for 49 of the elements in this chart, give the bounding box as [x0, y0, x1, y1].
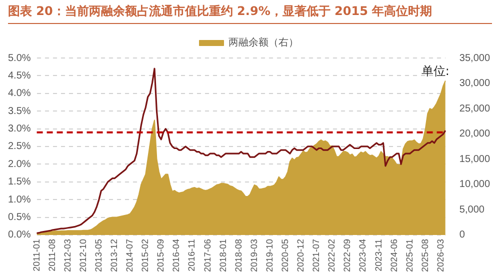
x-tick-label: 2019-03: [248, 238, 259, 272]
legend-label: 两融余额（右）: [228, 36, 298, 49]
x-tick-label: 2025-01: [404, 238, 414, 272]
y-tick-label: 4.0%: [8, 88, 31, 100]
y2-tick-label: 5,000: [459, 204, 485, 216]
y2-tick-label: 25,000: [459, 103, 490, 114]
y2-tick-label: 35,000: [459, 52, 490, 64]
x-tick-label: 2015-09: [156, 238, 166, 272]
x-tick-label: 2023-11: [373, 238, 384, 272]
y-tick-label: 1.5%: [8, 176, 31, 188]
y-tick-label: 3.0%: [8, 124, 31, 135]
x-tick-label: 2012-10: [78, 238, 88, 272]
x-tick-label: 2022-09: [342, 238, 352, 272]
x-tick-label: 2016-04: [171, 238, 182, 272]
x-tick-label: 2011-08: [46, 238, 57, 272]
y-tick-label: 2.0%: [8, 158, 31, 170]
x-tick-label: 2020-12: [296, 238, 306, 272]
y2-tick-label: 30,000: [459, 78, 490, 90]
y2-tick-label: 20,000: [459, 128, 490, 140]
x-tick-label: 2014-07: [124, 238, 135, 272]
x-tick-label: 2013-12: [109, 238, 120, 272]
x-tick-label: 2015-02: [140, 238, 150, 272]
x-tick-label: 2018-08: [233, 238, 244, 272]
chart-title: 图表 20：当前两融余额占流通市值比重约 2.9%，显著低于 2015 年高位时期: [8, 3, 492, 24]
y-tick-label: 4.5%: [8, 70, 31, 82]
x-tick-label: 2023-04: [358, 238, 368, 272]
y2-tick-label: 15,000: [459, 154, 490, 165]
x-tick-label: 2011-01: [31, 238, 42, 272]
x-tick-label: 2017-06: [202, 238, 212, 272]
x-tick-label: 2020-05: [280, 238, 290, 272]
x-tick-label: 2013-05: [93, 238, 104, 272]
y-tick-label: 2.5%: [8, 141, 31, 152]
y2-tick-label: 0: [459, 230, 466, 241]
annotation: 单位:: [421, 64, 450, 78]
y-tick-label: 1.0%: [8, 194, 31, 206]
x-tick-label: 2012-03: [62, 238, 72, 272]
x-tick-label: 2018-01: [218, 238, 228, 272]
x-tick-label: 2025-08: [420, 238, 430, 272]
x-tick-label: 2021-07: [311, 238, 322, 272]
y-tick-label: 5.0%: [8, 52, 31, 64]
x-tick-label: 2022-02: [326, 238, 337, 272]
x-tick-label: 2019-10: [264, 238, 274, 272]
y2-tick-label: 10,000: [459, 179, 490, 190]
y-tick-label: 3.5%: [8, 106, 31, 117]
y-tick-label: 0.0%: [8, 230, 31, 241]
x-tick-label: 2026-03: [435, 238, 446, 272]
x-tick-label: 2016-11: [186, 238, 197, 272]
y-tick-label: 0.5%: [8, 212, 31, 224]
x-tick-label: 2024-06: [388, 238, 399, 272]
